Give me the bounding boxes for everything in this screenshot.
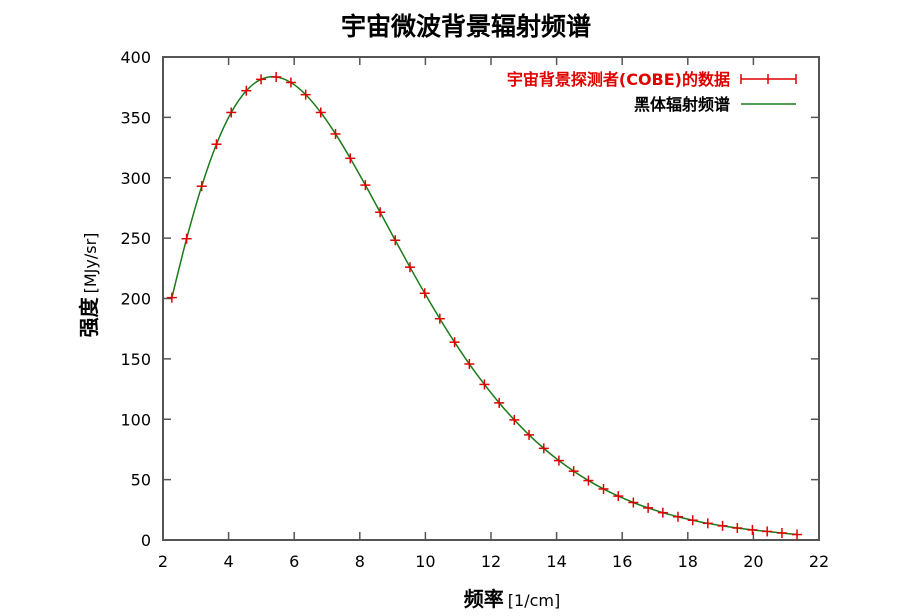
data-point (300, 89, 311, 100)
y-tick-label: 100 (120, 410, 151, 429)
x-tick-label: 6 (289, 552, 299, 571)
data-point (330, 128, 341, 139)
plot-frame (162, 56, 820, 541)
data-point (672, 511, 683, 522)
data-point (360, 180, 371, 191)
legend-label-cobe: 宇宙背景探测者(COBE)的数据 (507, 70, 730, 89)
data-point (613, 491, 624, 502)
x-tick-label: 8 (355, 552, 365, 571)
y-tick-label: 300 (120, 169, 151, 188)
data-point (479, 379, 490, 390)
y-axis-label: 强度[MJy/sr] (77, 233, 101, 338)
data-point (538, 443, 549, 454)
y-tick-label: 400 (120, 48, 151, 67)
legend-symbol-cobe (740, 74, 797, 84)
y-tick-label: 50 (131, 471, 151, 490)
data-point (285, 77, 296, 88)
data-point (494, 397, 505, 408)
x-tick-label: 16 (612, 552, 632, 571)
blackbody-curve (171, 76, 798, 536)
data-point (345, 153, 356, 164)
data-point (598, 483, 609, 494)
data-point (449, 337, 460, 348)
data-point (776, 527, 787, 538)
x-tick-label: 2 (158, 552, 168, 571)
data-point (553, 455, 564, 466)
data-point (464, 359, 475, 370)
x-axis-label: 频率 [1/cm] (464, 587, 560, 611)
data-point (524, 429, 535, 440)
y-tick-label: 150 (120, 350, 151, 369)
x-tick-label: 22 (809, 552, 829, 571)
x-tick-label: 20 (743, 552, 763, 571)
data-point (315, 107, 326, 118)
data-point (568, 466, 579, 477)
data-point (747, 524, 758, 535)
data-point (792, 529, 803, 540)
y-tick-label: 0 (141, 531, 151, 550)
data-point (404, 262, 415, 273)
data-point (271, 71, 282, 82)
y-tick-label: 200 (120, 290, 151, 309)
data-point (375, 207, 386, 218)
x-tick-label: 12 (481, 552, 501, 571)
data-point (762, 526, 773, 537)
data-point (434, 313, 445, 324)
x-tick-label: 10 (415, 552, 435, 571)
data-point (211, 139, 222, 150)
data-point (166, 292, 177, 303)
legend: 宇宙背景探测者(COBE)的数据 黑体辐射频谱 (507, 70, 797, 114)
x-tick-label: 14 (546, 552, 566, 571)
y-tick-label: 350 (120, 108, 151, 127)
data-point (717, 520, 728, 531)
data-point (390, 235, 401, 246)
data-point (583, 475, 594, 486)
data-point (643, 502, 654, 513)
data-point (196, 181, 207, 192)
data-point (687, 515, 698, 526)
chart-title: 宇宙微波背景辐射频谱 (341, 12, 591, 41)
data-point (256, 74, 267, 85)
data-point (702, 518, 713, 529)
data-point (419, 288, 430, 299)
legend-label-blackbody: 黑体辐射频谱 (634, 95, 730, 114)
x-tick-label: 18 (678, 552, 698, 571)
data-point (628, 497, 639, 508)
data-point (241, 85, 252, 96)
data-point (226, 107, 237, 118)
data-point (181, 233, 192, 244)
y-tick-label: 250 (120, 229, 151, 248)
data-point (509, 414, 520, 425)
data-point (657, 507, 668, 518)
x-tick-label: 4 (224, 552, 234, 571)
data-point (732, 523, 743, 534)
